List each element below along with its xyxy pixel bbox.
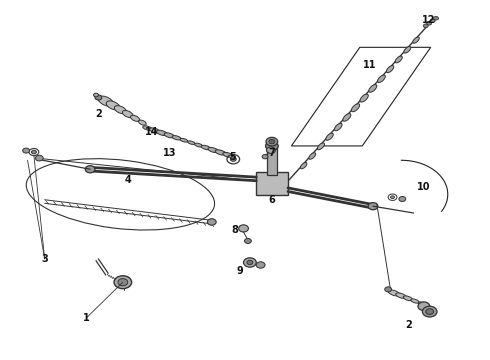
Text: 4: 4 bbox=[124, 175, 131, 185]
Ellipse shape bbox=[411, 299, 419, 303]
Ellipse shape bbox=[223, 152, 233, 157]
Ellipse shape bbox=[195, 143, 202, 147]
Circle shape bbox=[31, 150, 36, 154]
Circle shape bbox=[239, 225, 248, 232]
Ellipse shape bbox=[208, 148, 219, 153]
Ellipse shape bbox=[378, 75, 385, 82]
Ellipse shape bbox=[188, 141, 195, 144]
Ellipse shape bbox=[156, 130, 168, 135]
Circle shape bbox=[266, 137, 278, 146]
Circle shape bbox=[427, 22, 432, 25]
Ellipse shape bbox=[98, 96, 113, 106]
Ellipse shape bbox=[334, 123, 342, 131]
Circle shape bbox=[262, 154, 268, 159]
Text: 14: 14 bbox=[146, 127, 159, 136]
Ellipse shape bbox=[343, 113, 351, 121]
Ellipse shape bbox=[149, 128, 160, 133]
Circle shape bbox=[207, 219, 216, 225]
Circle shape bbox=[256, 262, 265, 268]
Text: 6: 6 bbox=[269, 195, 275, 205]
Ellipse shape bbox=[106, 101, 120, 110]
Ellipse shape bbox=[143, 126, 152, 130]
Ellipse shape bbox=[201, 145, 211, 150]
Ellipse shape bbox=[413, 37, 419, 43]
Text: 13: 13 bbox=[163, 148, 176, 158]
Circle shape bbox=[391, 196, 394, 199]
Text: 3: 3 bbox=[41, 254, 48, 264]
Ellipse shape bbox=[300, 162, 307, 169]
Ellipse shape bbox=[369, 85, 377, 92]
Text: 12: 12 bbox=[421, 15, 435, 26]
Bar bbox=[267, 146, 277, 175]
Text: 1: 1 bbox=[83, 313, 90, 323]
Ellipse shape bbox=[318, 143, 324, 150]
Ellipse shape bbox=[139, 120, 146, 125]
Ellipse shape bbox=[180, 138, 188, 142]
Text: 2: 2 bbox=[405, 320, 412, 330]
Ellipse shape bbox=[215, 150, 226, 155]
Ellipse shape bbox=[404, 46, 411, 53]
Text: 2: 2 bbox=[95, 109, 102, 119]
Circle shape bbox=[245, 238, 251, 243]
Ellipse shape bbox=[326, 133, 333, 140]
Text: 7: 7 bbox=[269, 148, 275, 158]
Bar bbox=[256, 172, 288, 195]
Circle shape bbox=[269, 139, 275, 144]
Circle shape bbox=[267, 147, 275, 153]
Ellipse shape bbox=[360, 94, 368, 102]
Circle shape bbox=[118, 279, 128, 286]
Circle shape bbox=[244, 258, 256, 267]
Circle shape bbox=[368, 203, 378, 210]
Circle shape bbox=[418, 302, 430, 311]
Circle shape bbox=[95, 95, 102, 100]
Circle shape bbox=[114, 276, 132, 289]
Text: 5: 5 bbox=[229, 152, 236, 162]
Circle shape bbox=[94, 93, 98, 97]
Circle shape bbox=[247, 260, 253, 265]
Ellipse shape bbox=[164, 133, 174, 138]
Circle shape bbox=[430, 19, 435, 23]
Circle shape bbox=[266, 141, 278, 150]
Ellipse shape bbox=[418, 302, 425, 306]
Circle shape bbox=[35, 155, 43, 161]
Ellipse shape bbox=[122, 111, 133, 118]
Ellipse shape bbox=[403, 296, 413, 301]
Circle shape bbox=[399, 197, 406, 202]
Text: 10: 10 bbox=[416, 182, 430, 192]
Ellipse shape bbox=[309, 153, 316, 159]
Circle shape bbox=[230, 157, 236, 161]
Circle shape bbox=[385, 287, 392, 292]
Text: 9: 9 bbox=[237, 266, 244, 276]
Text: 8: 8 bbox=[232, 225, 239, 235]
Ellipse shape bbox=[114, 106, 126, 114]
Ellipse shape bbox=[387, 66, 394, 73]
Circle shape bbox=[85, 166, 95, 173]
Circle shape bbox=[426, 309, 434, 315]
Circle shape bbox=[423, 24, 428, 28]
Circle shape bbox=[434, 17, 439, 20]
Ellipse shape bbox=[396, 293, 406, 298]
Ellipse shape bbox=[130, 115, 140, 121]
Ellipse shape bbox=[351, 104, 360, 112]
Text: 11: 11 bbox=[363, 60, 376, 70]
Ellipse shape bbox=[388, 290, 400, 296]
Ellipse shape bbox=[172, 136, 181, 140]
Circle shape bbox=[23, 148, 29, 153]
Circle shape bbox=[422, 306, 437, 317]
Ellipse shape bbox=[395, 56, 402, 63]
